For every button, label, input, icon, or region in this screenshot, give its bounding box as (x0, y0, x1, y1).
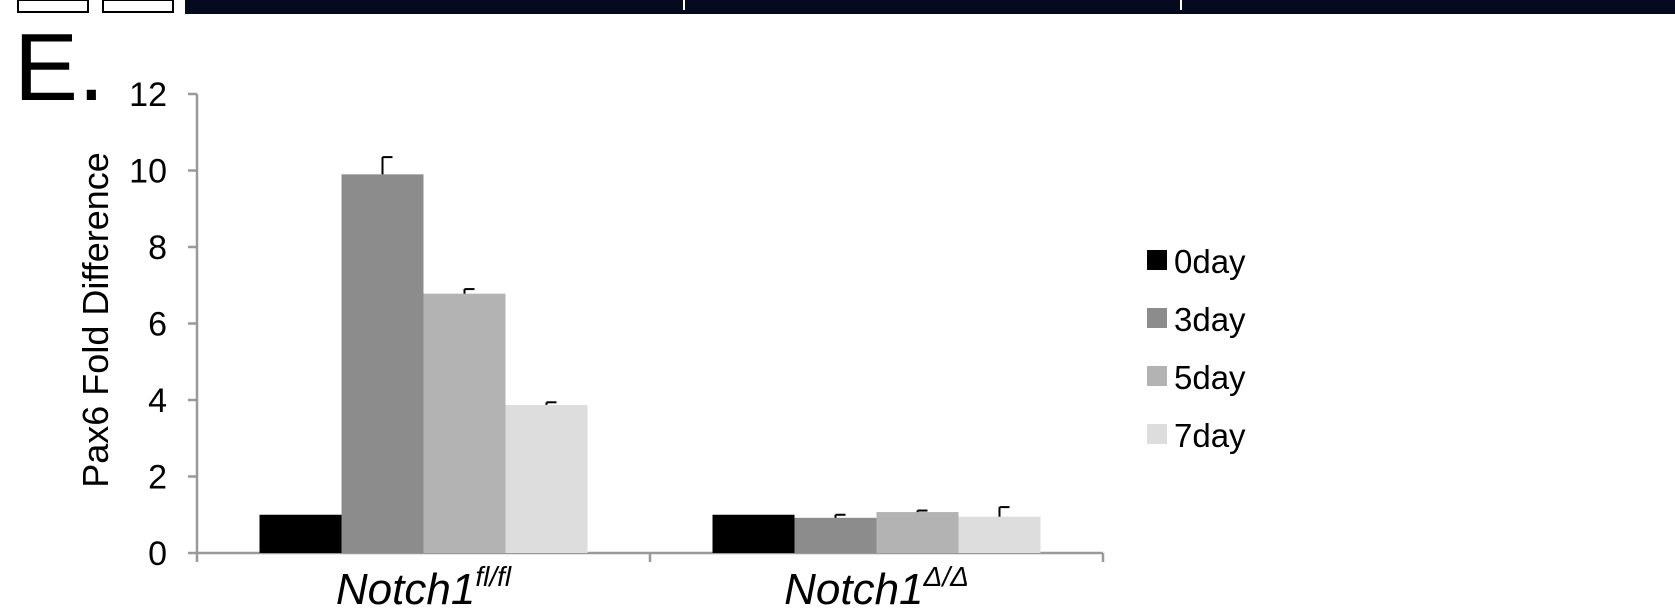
category-label-2: Notch1Δ/Δ (784, 561, 969, 614)
y-axis: 0 2 4 6 8 10 12 (129, 76, 199, 573)
bar-5day-2 (876, 512, 959, 553)
legend-label-5day: 5day (1174, 359, 1246, 396)
y-tick-label: 4 (148, 382, 167, 420)
bar-0day-1 (259, 514, 342, 553)
bar-7day-2 (958, 516, 1041, 553)
bar-7day-1 (505, 404, 588, 553)
category-labels: Notch1fl/fl Notch1Δ/Δ (336, 561, 969, 614)
microscopy-strip (185, 0, 1675, 14)
legend-label-0day: 0day (1174, 243, 1246, 280)
bar-group (259, 174, 1041, 553)
legend-swatch-3day (1147, 308, 1167, 328)
bar-3day-1 (341, 174, 424, 553)
legend-swatch-7day (1147, 424, 1167, 444)
y-tick-label: 6 (148, 306, 167, 344)
category-base: Notch1 (336, 565, 475, 614)
top-box-left (17, 0, 89, 13)
bar-5day-1 (423, 293, 506, 553)
y-tick-label: 12 (129, 76, 167, 114)
category-base: Notch1 (784, 565, 923, 614)
category-superscript: Δ/Δ (923, 561, 969, 592)
legend-label-3day: 3day (1174, 301, 1246, 338)
y-tick-label: 8 (148, 229, 167, 267)
top-box-right (102, 0, 174, 13)
legend-swatch-5day (1147, 366, 1167, 386)
y-tick-label: 2 (148, 459, 167, 497)
category-superscript: fl/fl (475, 561, 512, 592)
y-tick-label: 0 (148, 535, 167, 573)
legend: 0day 3day 5day 7day (1147, 243, 1246, 454)
y-axis-label: Pax6 Fold Difference (75, 152, 116, 488)
y-tick-label: 10 (129, 153, 167, 191)
top-image-strip (17, 0, 1675, 14)
legend-label-7day: 7day (1174, 417, 1246, 454)
legend-swatch-0day (1147, 250, 1167, 270)
bar-0day-2 (712, 514, 795, 553)
panel-label: E. (14, 14, 105, 121)
category-label-1: Notch1fl/fl (336, 561, 512, 614)
error-bar-group (381, 156, 1010, 518)
bar-3day-2 (794, 517, 877, 553)
